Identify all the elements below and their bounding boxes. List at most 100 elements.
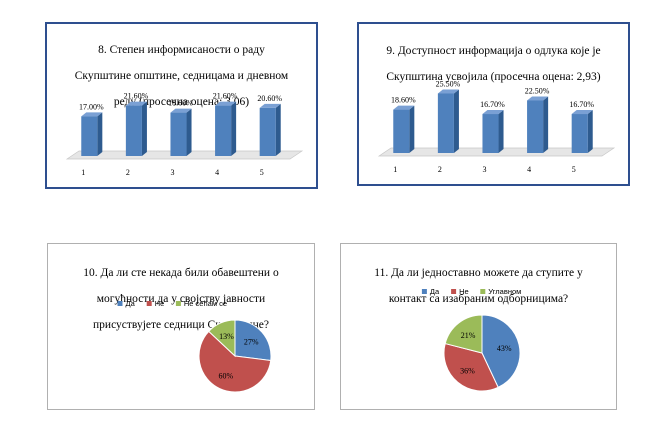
bar-side bbox=[587, 110, 593, 153]
bar-side bbox=[97, 112, 103, 156]
pie-slice bbox=[198, 330, 272, 393]
chart-panel-9: 9. Доступност информација о одлука које … bbox=[357, 22, 630, 186]
tick-label: 5 bbox=[260, 168, 264, 177]
bar-front bbox=[81, 116, 98, 156]
legend-entry: Не сећам се bbox=[175, 299, 227, 308]
bar-top bbox=[170, 108, 192, 113]
data-label: 18.60% bbox=[168, 99, 193, 108]
bar-front bbox=[437, 93, 454, 153]
legend-entry: Да bbox=[117, 299, 136, 308]
chart-title-line: контакт са изабраним одборницима? bbox=[388, 293, 569, 305]
tick-label: 2 bbox=[126, 168, 130, 177]
bar-front bbox=[527, 100, 544, 153]
bar-top bbox=[437, 89, 459, 94]
bar-side bbox=[186, 108, 192, 156]
data-label: 21.60% bbox=[124, 92, 149, 101]
bar-front bbox=[482, 114, 499, 153]
bar-front bbox=[215, 105, 232, 156]
data-label: 13% bbox=[219, 332, 234, 341]
bar bbox=[125, 101, 147, 156]
bar-front bbox=[125, 105, 142, 156]
data-label: 16.70% bbox=[569, 100, 594, 109]
bar bbox=[527, 96, 549, 153]
chart-panel-8: 8. Степен информисаности о раду Скупштин… bbox=[45, 22, 318, 189]
bar-top bbox=[81, 112, 103, 117]
legend-swatch bbox=[421, 289, 427, 294]
legend-label: Не сећам се bbox=[184, 299, 227, 308]
chart-title: 8. Степен информисаности о раду Скупштин… bbox=[47, 31, 316, 122]
chart-title-line: 8. Степен информисаности о раду bbox=[98, 44, 265, 56]
bar-top bbox=[527, 96, 549, 101]
chart-title-line: 9. Доступност информација о одлука које … bbox=[386, 45, 601, 57]
pie-slice bbox=[443, 342, 499, 392]
tick-label: 5 bbox=[572, 165, 576, 174]
data-label: 20.60% bbox=[257, 94, 282, 103]
bar-side bbox=[231, 101, 237, 156]
tick-label: 1 bbox=[81, 168, 85, 177]
legend-label: Не bbox=[155, 299, 165, 308]
chart-title-line: 10. Да ли сте некада били обавештени о bbox=[83, 267, 279, 279]
chart-title-line: Скупштина усвојила (просечна оцена: 2,93… bbox=[386, 71, 601, 83]
bar-front bbox=[571, 114, 588, 153]
bar bbox=[393, 105, 415, 153]
bar-top bbox=[259, 103, 281, 108]
chart-title: 11. Да ли једноставно можете да ступите … bbox=[341, 254, 616, 319]
legend-label: Да bbox=[126, 299, 136, 308]
legend-swatch bbox=[117, 301, 123, 306]
pie-slice bbox=[444, 314, 483, 354]
pie-slice bbox=[234, 319, 272, 362]
pie-chart-11: Да Не Углавном 43% 36% 21% bbox=[421, 287, 521, 392]
tick-label: 1 bbox=[393, 165, 397, 174]
data-label: 36% bbox=[460, 367, 475, 376]
legend-label: Углавном bbox=[488, 287, 521, 296]
legend-entry: Да bbox=[421, 287, 440, 296]
data-label: 25.50% bbox=[436, 80, 461, 89]
bar-top bbox=[215, 101, 237, 106]
bar-top bbox=[482, 110, 504, 115]
tick-label: 3 bbox=[483, 165, 487, 174]
bar bbox=[259, 103, 281, 156]
data-label: 43% bbox=[497, 344, 512, 353]
bar-chart-9: 18.60% 1 25.50% 2 16.70% 3 22.50% 4 16.70% 5 bbox=[377, 80, 616, 174]
legend-entry: Не bbox=[451, 287, 469, 296]
bar-front bbox=[259, 107, 276, 156]
bar-side bbox=[141, 101, 147, 156]
legend-label: Не bbox=[459, 287, 469, 296]
data-label: 18.60% bbox=[391, 96, 416, 105]
data-label: 21% bbox=[461, 331, 476, 340]
legend-swatch bbox=[480, 289, 486, 294]
chart-title: 9. Доступност информација о одлука које … bbox=[359, 32, 628, 97]
bar bbox=[437, 89, 459, 153]
pie-slice bbox=[208, 319, 236, 358]
tick-label: 2 bbox=[438, 165, 442, 174]
bar bbox=[571, 110, 593, 153]
chart-panel-10: 10. Да ли сте некада били обавештени о м… bbox=[47, 243, 315, 410]
data-label: 16.70% bbox=[480, 100, 505, 109]
pie-chart-10: Да Не Не сећам се 27% 60% 13% bbox=[117, 299, 272, 393]
legend-swatch bbox=[451, 289, 457, 294]
bar-top bbox=[393, 105, 415, 110]
bar bbox=[482, 110, 504, 153]
tick-label: 4 bbox=[215, 168, 219, 177]
tick-label: 3 bbox=[171, 168, 175, 177]
bar-side bbox=[543, 96, 549, 153]
bar-side bbox=[409, 105, 415, 153]
legend-label: Да bbox=[430, 287, 440, 296]
legend-entry: Не bbox=[146, 299, 165, 308]
legend-swatch bbox=[175, 301, 181, 306]
data-label: 27% bbox=[244, 338, 259, 347]
bar-front bbox=[170, 112, 187, 156]
bar bbox=[215, 101, 237, 156]
chart-title-line: могућности да у својству јавности bbox=[96, 293, 266, 305]
chart-panel-11: 11. Да ли једноставно можете да ступите … bbox=[340, 243, 617, 410]
chart-title-line: реду (просечна оцена: 3,06) bbox=[113, 96, 250, 108]
bar-front bbox=[393, 109, 410, 153]
chart-title-line: 11. Да ли једноставно можете да ступите … bbox=[374, 267, 583, 279]
legend-entry: Углавном bbox=[480, 287, 521, 296]
bar-side bbox=[453, 89, 459, 153]
bar bbox=[81, 112, 103, 156]
data-label: 60% bbox=[218, 372, 233, 381]
bar-top bbox=[571, 110, 593, 115]
bar-chart-8: 17.00% 1 21.60% 2 18.60% 3 21.60% 4 20.60% 5 bbox=[65, 92, 304, 177]
data-label: 21.60% bbox=[213, 92, 238, 101]
